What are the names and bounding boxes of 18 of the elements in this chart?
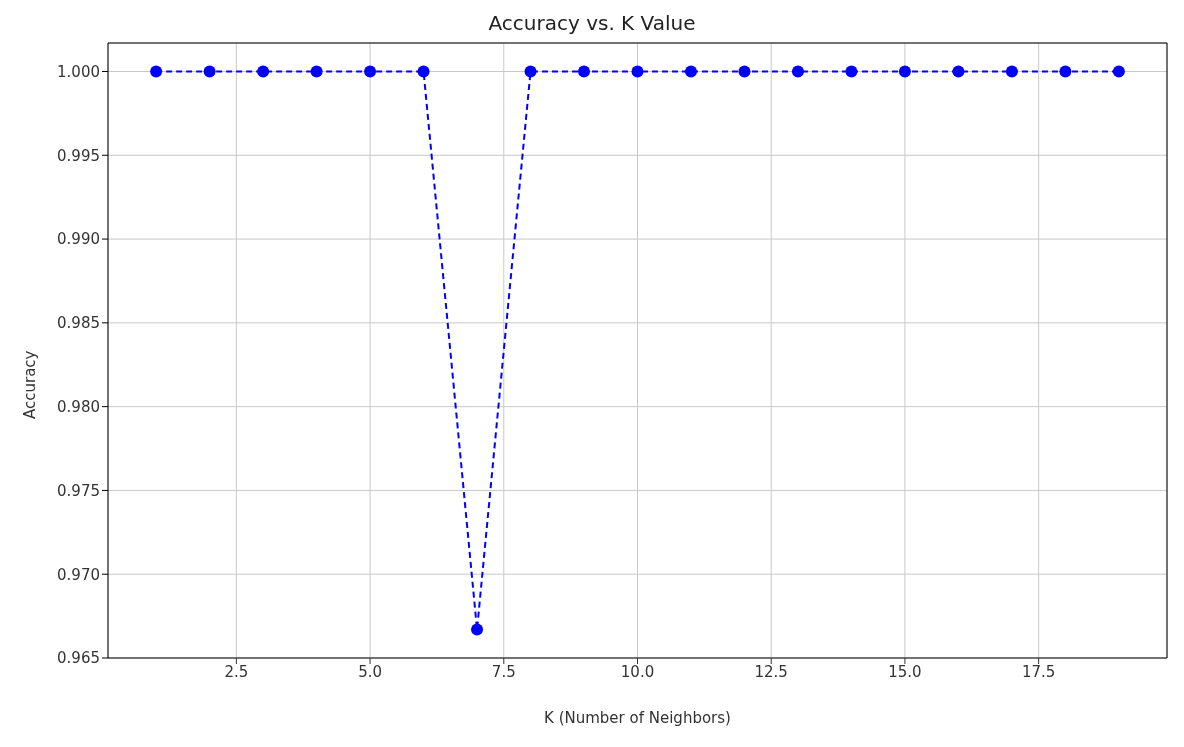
x-axis-title: K (Number of Neighbors) xyxy=(544,708,731,727)
x-tick-label: 10.0 xyxy=(620,662,655,681)
x-tick-label: 12.5 xyxy=(754,662,788,681)
x-tick-label: 17.5 xyxy=(1021,662,1056,681)
y-tick-label: 0.990 xyxy=(57,230,100,249)
y-tick-label: 0.970 xyxy=(57,565,100,584)
x-tick-label: 5.0 xyxy=(358,662,383,681)
y-tick-label: 0.965 xyxy=(57,649,100,668)
x-tick-label: 15.0 xyxy=(888,662,922,681)
y-tick-label: 0.980 xyxy=(57,397,100,416)
y-tick-label: 0.985 xyxy=(57,314,100,333)
x-tick-label: 2.5 xyxy=(224,662,249,681)
y-axis-title: Accuracy xyxy=(21,350,40,419)
x-tick-label: 7.5 xyxy=(491,662,516,681)
y-tick-label: 1.000 xyxy=(57,62,100,81)
y-tick-label: 0.975 xyxy=(57,481,100,500)
chart-title: Accuracy vs. K Value xyxy=(487,10,697,37)
y-tick-label: 0.995 xyxy=(57,146,100,165)
